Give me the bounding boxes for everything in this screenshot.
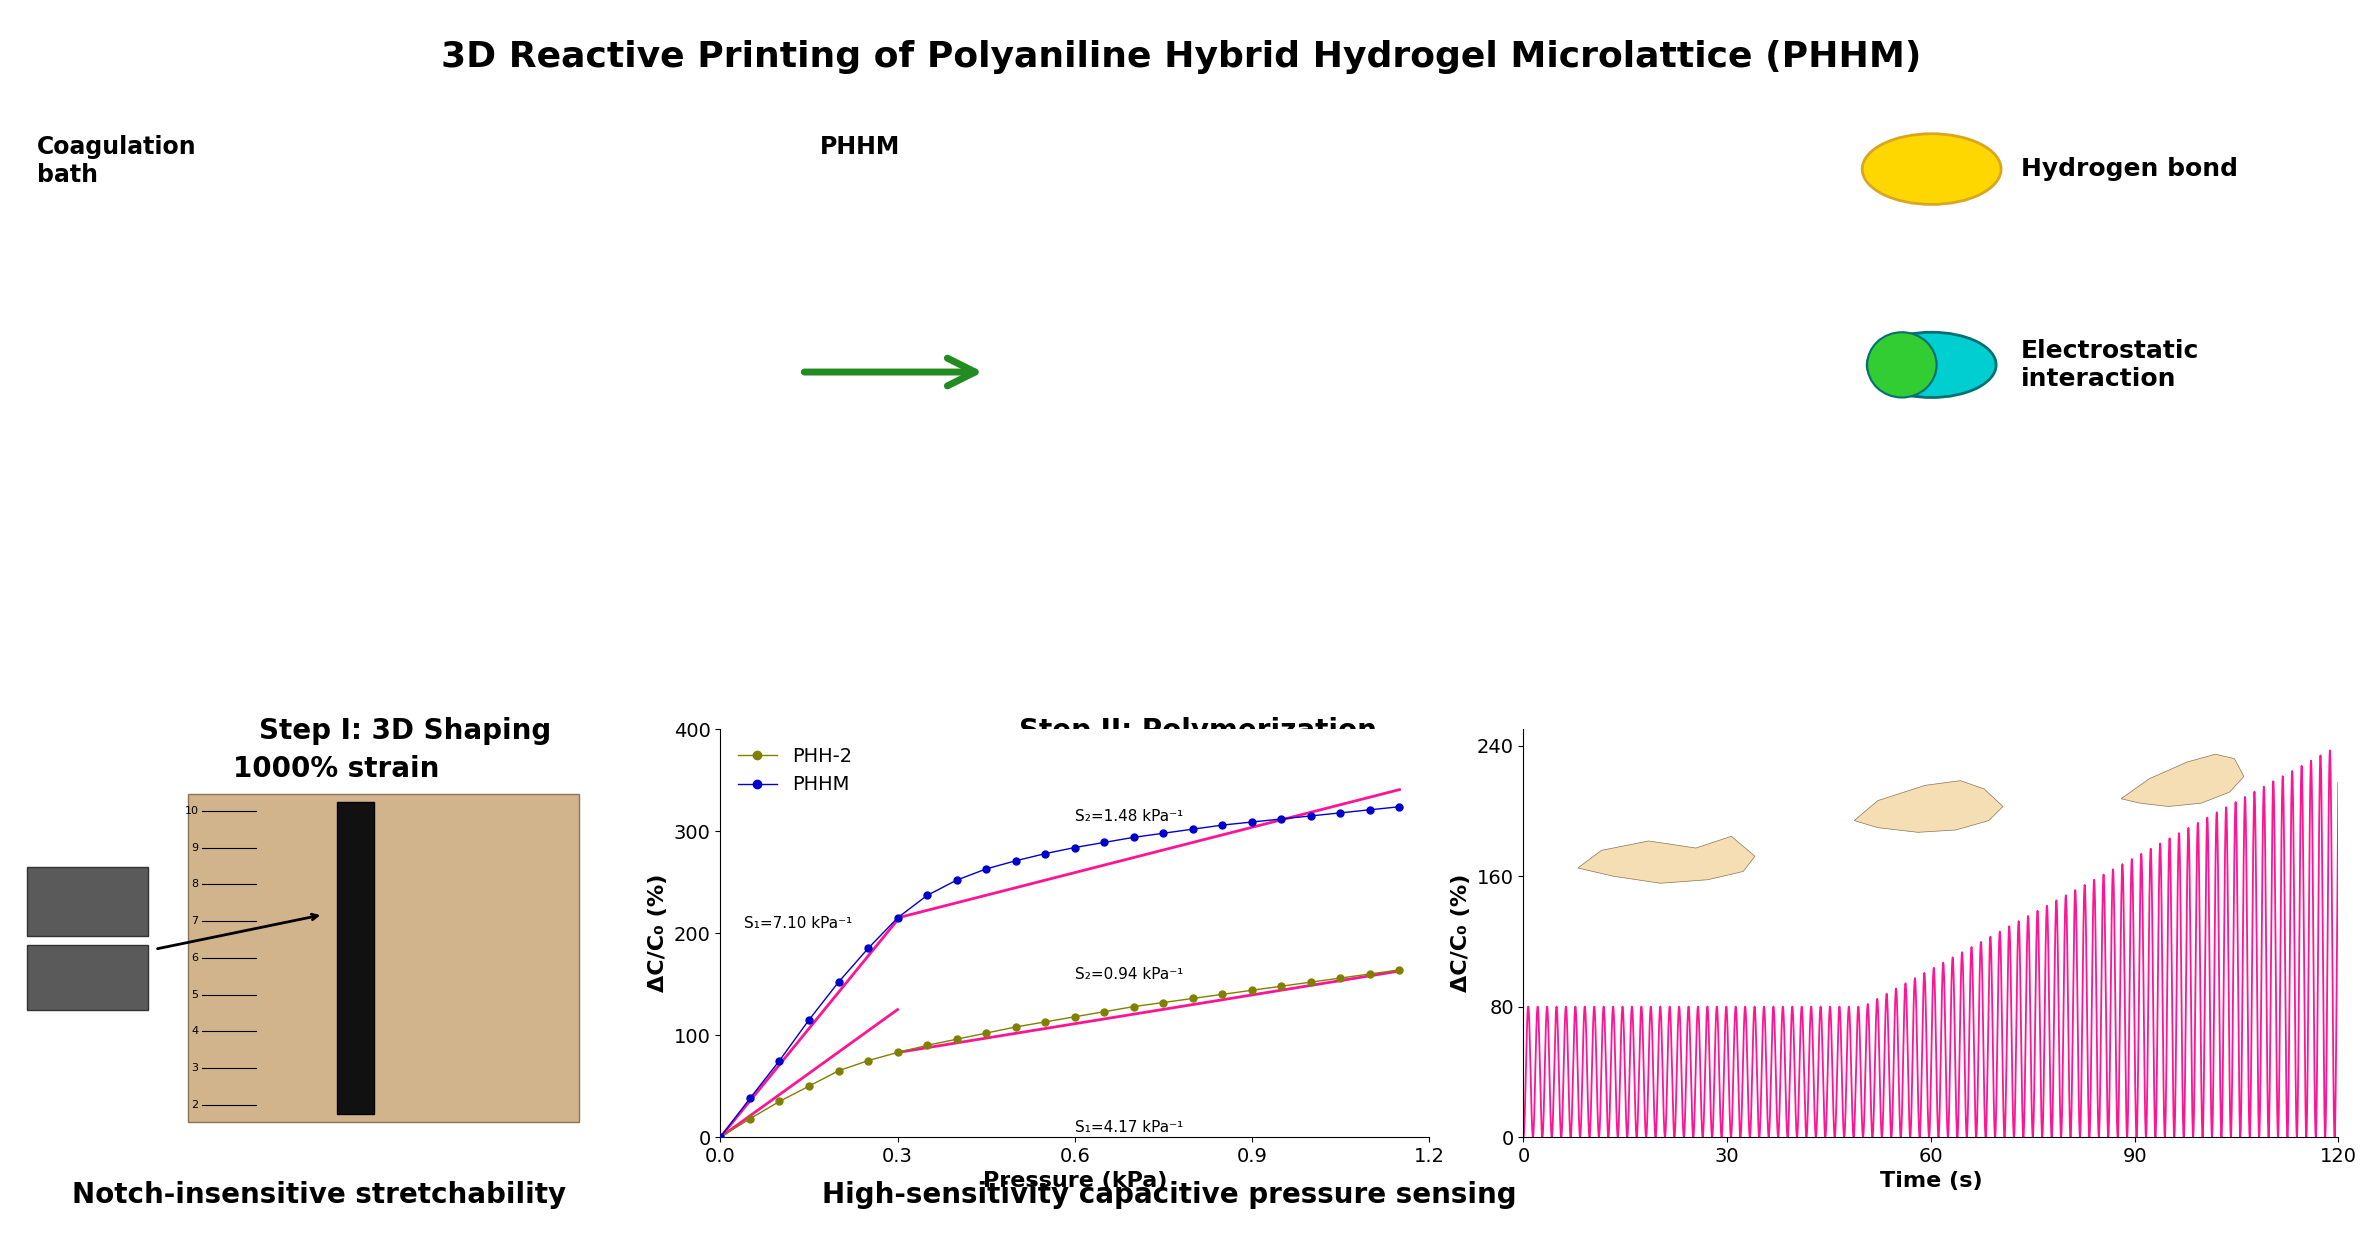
Text: 60°: 60° <box>1831 848 1854 861</box>
Ellipse shape <box>1861 133 2001 204</box>
Ellipse shape <box>1868 332 1937 398</box>
X-axis label: Time (s): Time (s) <box>1880 1172 1982 1192</box>
Text: High-sensitivity capacitive pressure sensing: High-sensitivity capacitive pressure sen… <box>822 1180 1516 1209</box>
Polygon shape <box>2121 754 2244 806</box>
Text: 7: 7 <box>191 916 198 926</box>
Text: 3: 3 <box>191 1063 198 1073</box>
Text: Hydrogen bond: Hydrogen bond <box>2022 157 2237 182</box>
Text: 10: 10 <box>184 806 198 816</box>
Text: PHHM: PHHM <box>820 136 900 159</box>
Text: 90°: 90° <box>2086 818 2109 831</box>
Text: S₂=1.48 kPa⁻¹: S₂=1.48 kPa⁻¹ <box>1075 810 1183 824</box>
Y-axis label: ΔC/C₀ (%): ΔC/C₀ (%) <box>1450 874 1472 993</box>
Text: 30°: 30° <box>1566 904 1590 917</box>
FancyArrowPatch shape <box>803 358 976 386</box>
Y-axis label: ΔC/C₀ (%): ΔC/C₀ (%) <box>647 874 668 993</box>
Text: S₂=0.94 kPa⁻¹: S₂=0.94 kPa⁻¹ <box>1075 967 1183 983</box>
Text: Coagulation
bath: Coagulation bath <box>38 136 196 188</box>
Bar <box>26 944 149 1010</box>
Text: Step II: Polymerization: Step II: Polymerization <box>1018 717 1377 745</box>
Text: 1000% strain: 1000% strain <box>234 754 439 782</box>
Text: S₁=4.17 kPa⁻¹: S₁=4.17 kPa⁻¹ <box>1075 1120 1183 1135</box>
Text: 2: 2 <box>191 1100 198 1110</box>
Bar <box>26 868 149 937</box>
Text: Electrostatic
interaction: Electrostatic interaction <box>2022 339 2199 391</box>
X-axis label: Pressure (kPa): Pressure (kPa) <box>983 1172 1167 1192</box>
Text: S₁=7.10 kPa⁻¹: S₁=7.10 kPa⁻¹ <box>744 916 853 931</box>
Bar <box>189 794 579 1122</box>
Legend: PHH-2, PHHM: PHH-2, PHHM <box>730 739 860 802</box>
Text: 5: 5 <box>191 990 198 1000</box>
Ellipse shape <box>1866 332 1996 398</box>
Polygon shape <box>1854 781 2003 832</box>
Text: 4: 4 <box>191 1026 198 1037</box>
Polygon shape <box>1578 837 1755 884</box>
Text: 3D Reactive Printing of Polyaniline Hybrid Hydrogel Microlattice (PHHM): 3D Reactive Printing of Polyaniline Hybr… <box>442 40 1920 74</box>
Text: Notch-insensitive stretchability: Notch-insensitive stretchability <box>71 1180 567 1209</box>
Text: Step I: 3D Shaping: Step I: 3D Shaping <box>260 717 550 745</box>
Text: 8: 8 <box>191 879 198 890</box>
Bar <box>335 802 373 1114</box>
Text: 6: 6 <box>191 953 198 963</box>
Text: 9: 9 <box>191 843 198 853</box>
